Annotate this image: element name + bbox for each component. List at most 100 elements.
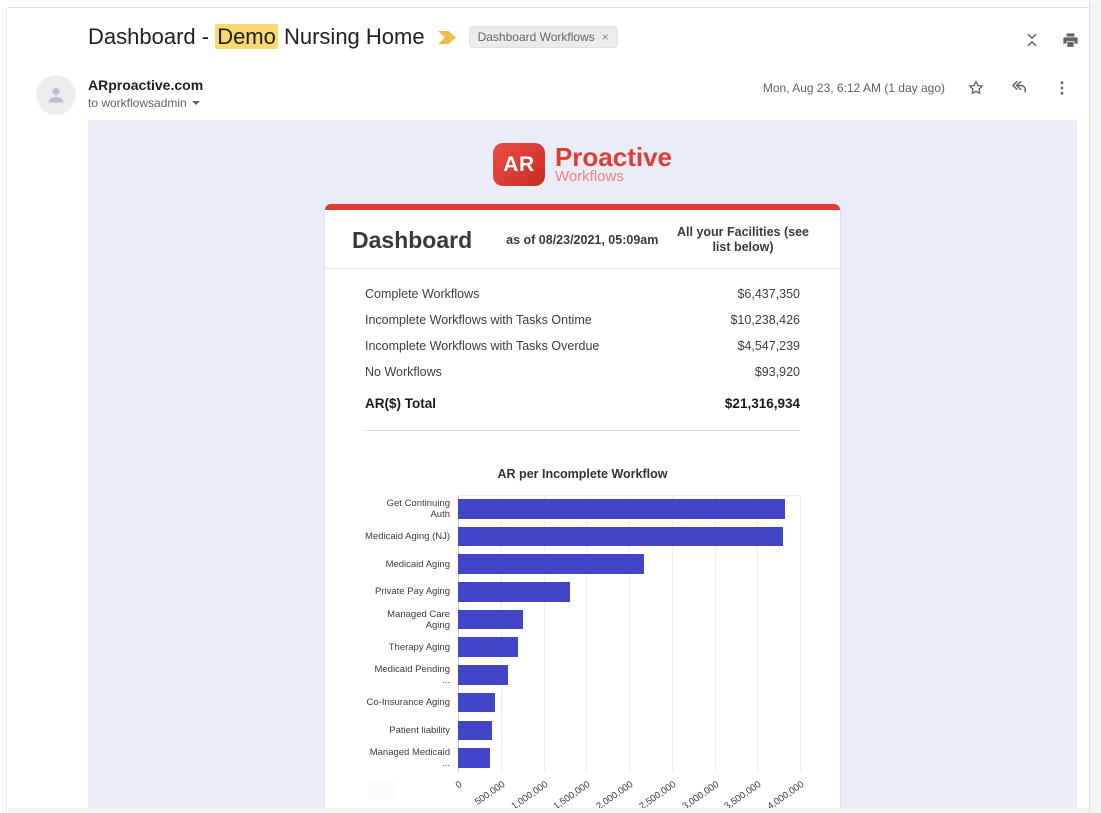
chart-gridline <box>671 496 673 772</box>
chart-category-label: Get Continuing Auth <box>386 497 450 520</box>
reply-all-icon <box>1012 81 1026 93</box>
section-divider <box>365 430 800 431</box>
chart-xtick-label: 2,500,000 <box>637 778 679 808</box>
person-icon <box>48 87 64 103</box>
collapse-all-button[interactable] <box>1020 28 1044 52</box>
email-body: AR Proactive Workflows Dashboard as of 0… <box>88 120 1077 808</box>
label-chip-dashboard-workflows[interactable]: Dashboard Workflows × <box>468 26 618 48</box>
summary-table: Complete Workflows $6,437,350 Incomplete W… <box>325 269 840 418</box>
chart-bar <box>458 692 495 713</box>
label-remove-icon[interactable]: × <box>601 30 609 44</box>
reply-all-button[interactable] <box>1007 76 1031 100</box>
image-placeholder <box>369 780 397 799</box>
collapse-icon <box>1027 33 1037 47</box>
summary-rows: Complete Workflows $6,437,350 Incomplete W… <box>365 281 800 385</box>
chart-bar-track <box>458 523 800 551</box>
summary-row-label: No Workflows <box>365 365 442 379</box>
chart-xticks: 0 500,000 1,000,000 1,500,000 2,000,000 2,500… <box>454 772 807 808</box>
chart-xtick-label: 3,000,000 <box>679 778 721 808</box>
chart-bar-row: Therapy Aging <box>365 633 800 661</box>
summary-row: Complete Workflows $6,437,350 <box>365 281 800 307</box>
chart-bar <box>458 720 493 740</box>
logo-badge: AR <box>492 143 545 186</box>
chart-xtick-label: 1,500,000 <box>551 778 593 808</box>
chart-category-label: Medicaid Aging <box>385 558 450 570</box>
top-divider <box>8 7 1090 8</box>
chart-bar <box>458 582 570 602</box>
chart-xtick-label: 500,000 <box>472 778 508 808</box>
chart-bar-track <box>458 661 800 689</box>
chart-xtick-label: 1,000,000 <box>508 778 550 808</box>
chart-bar-row: Medicaid Aging <box>365 550 800 578</box>
chart-bar <box>458 665 509 685</box>
chart-gridline <box>500 496 502 772</box>
subject-search-highlight: Demo <box>215 24 278 49</box>
summary-row: No Workflows $93,920 <box>365 359 800 385</box>
print-all-button[interactable] <box>1058 28 1082 52</box>
summary-row-label: Incomplete Workflows with Tasks Ontime <box>365 313 592 327</box>
chart-bar <box>458 526 783 547</box>
scrollbar-track[interactable] <box>1089 0 1101 813</box>
chart-xtick-label: 0 <box>453 778 465 791</box>
vertical-dots-icon <box>1060 81 1064 95</box>
chart-bar-track <box>458 578 800 606</box>
chart-gridline <box>800 496 801 772</box>
chart-bar-row: Get Continuing Auth <box>365 495 800 523</box>
chart-gridline <box>714 496 716 772</box>
as-of-timestamp: as of 08/23/2021, 05:09am <box>506 233 659 247</box>
chart-bar-row: Managed Medicaid ... <box>365 744 800 772</box>
summary-row: Incomplete Workflows with Tasks Ontime $1… <box>365 307 800 333</box>
chart-bar-track <box>458 633 800 661</box>
summary-row: Incomplete Workflows with Tasks Overdue $… <box>365 333 800 359</box>
chart-grid <box>458 495 801 772</box>
chart-category-label: Managed Medicaid ... <box>369 747 450 770</box>
chart-bar-track <box>458 689 800 717</box>
more-options-button[interactable] <box>1050 76 1074 100</box>
summary-row-value: $93,920 <box>754 365 800 379</box>
printer-icon <box>1062 32 1078 47</box>
recipient-toggle[interactable]: to workflowsadmin <box>88 96 203 110</box>
chart-bar-row: Medicaid Aging (NJ) <box>365 523 800 551</box>
total-row: AR($) Total $21,316,934 <box>365 388 800 418</box>
dashboard-title: Dashboard <box>352 226 473 253</box>
label-chip-text: Dashboard Workflows <box>477 30 595 44</box>
total-value: $21,316,934 <box>724 395 800 411</box>
chart-bar-row: Private Pay Aging <box>365 578 800 606</box>
chart-gridline <box>458 496 459 772</box>
sender-avatar[interactable] <box>36 75 76 115</box>
chart-bar-row: Managed Care Aging <box>365 606 800 634</box>
chart-category-label: Co-Insurance Aging <box>366 697 450 709</box>
facilities-scope: All your Facilities (see list below) <box>677 225 809 254</box>
email-subject: Dashboard - Demo Nursing Home <box>88 24 425 50</box>
logo-tagline: Workflows <box>554 167 624 185</box>
dashboard-card-header: Dashboard as of 08/23/2021, 05:09am All … <box>325 210 840 269</box>
chart-bar-track <box>458 744 800 772</box>
email-timestamp: Mon, Aug 23, 6:12 AM (1 day ago) <box>762 81 945 95</box>
chart-bar-track <box>458 550 800 578</box>
subject-text-2: Nursing Home <box>277 24 425 49</box>
sender-name[interactable]: ARproactive.com <box>88 77 204 93</box>
subject-row: Dashboard - Demo Nursing Home Dashboard … <box>88 24 618 50</box>
ar-proactive-logo: AR Proactive Workflows <box>88 143 1077 186</box>
chart-gridline <box>629 496 630 772</box>
dashboard-card: Dashboard as of 08/23/2021, 05:09am All … <box>325 204 840 808</box>
chart-category-label: Medicaid Pending ... <box>374 663 450 686</box>
summary-row-value: $4,547,239 <box>737 339 800 353</box>
chart-category-label: Therapy Aging <box>388 641 450 653</box>
ar-chart: AR per Incomplete Workflow Get Continuin… <box>365 467 807 808</box>
star-button[interactable] <box>964 76 988 100</box>
chart-bar-row: Patient liability <box>365 717 800 745</box>
chevron-down-icon <box>191 101 200 105</box>
left-pane-edge <box>0 8 7 813</box>
chart-plot: Get Continuing Auth Medicaid Aging (NJ) Me… <box>365 495 807 808</box>
chart-bar <box>458 748 490 768</box>
chart-bar-track <box>458 717 800 745</box>
star-icon <box>969 80 983 95</box>
chart-category-label: Medicaid Aging (NJ) <box>365 531 451 543</box>
chart-category-label: Managed Care Aging <box>387 608 450 631</box>
summary-row-value: $10,238,426 <box>730 313 800 327</box>
chart-gridline <box>586 496 588 772</box>
chart-bar <box>458 609 523 630</box>
summary-row-label: Incomplete Workflows with Tasks Overdue <box>365 339 600 353</box>
chart-title: AR per Incomplete Workflow <box>497 467 668 481</box>
